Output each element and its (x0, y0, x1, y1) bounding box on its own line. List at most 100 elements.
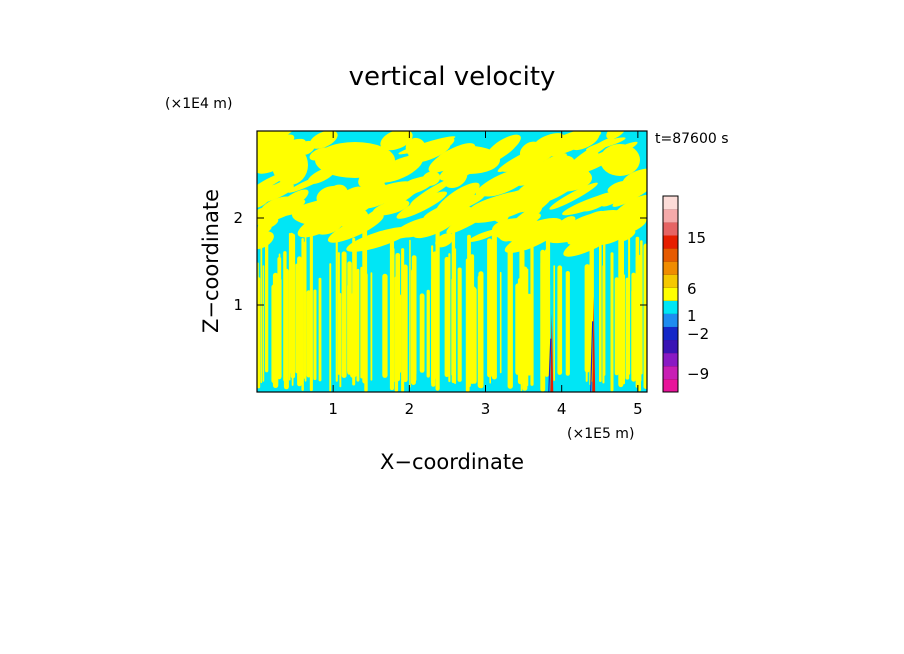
colorbar-level (663, 378, 678, 393)
plot-frame (256, 130, 648, 393)
positive-region (562, 190, 625, 216)
positive-region (600, 144, 640, 176)
positive-region (315, 142, 395, 178)
colorbar-level (663, 326, 678, 341)
positive-region (309, 131, 338, 149)
positive-region (486, 200, 510, 221)
positive-region (382, 176, 433, 205)
positive-streak (557, 265, 563, 375)
positive-streak (395, 253, 401, 382)
positive-streak (278, 253, 281, 374)
positive-streak (622, 274, 625, 385)
colorbar-level (663, 287, 678, 301)
positive-region (569, 137, 615, 167)
positive-region (570, 131, 600, 151)
colorbar-tick-label: −2 (687, 325, 709, 343)
positive-streak (519, 249, 525, 378)
positive-streak (545, 283, 551, 375)
colorbar-level (663, 196, 678, 210)
positive-region (272, 145, 308, 185)
colorbar-level (663, 209, 678, 223)
colorbar-level (663, 274, 678, 288)
positive-streak (491, 228, 497, 380)
positive-streak (584, 264, 590, 373)
positive-streak (260, 241, 263, 384)
positive-streak (339, 293, 342, 388)
positive-streak (451, 229, 456, 384)
positive-streak (515, 283, 521, 375)
positive-streak (628, 228, 631, 375)
positive-region (488, 163, 532, 188)
positive-region (372, 199, 410, 216)
positive-streak (631, 289, 636, 382)
updraft-plume (592, 296, 596, 392)
positive-region (534, 133, 564, 149)
positive-streak (565, 271, 570, 376)
positive-streak (540, 261, 545, 378)
positive-streak (635, 256, 639, 388)
positive-region (468, 229, 499, 242)
updraft-plumes (548, 296, 596, 392)
positive-region (559, 216, 576, 229)
colorbar-level (663, 222, 678, 236)
positive-streak (301, 238, 304, 391)
positive-streak (614, 277, 619, 376)
positive-streak (265, 241, 269, 373)
positive-streak (610, 252, 614, 392)
positive-region (508, 190, 533, 211)
positive-region (327, 213, 384, 243)
chart-title: vertical velocity (349, 62, 556, 92)
positive-streak (356, 268, 360, 382)
positive-streak (347, 261, 352, 375)
positive-region (410, 178, 454, 206)
colorbar-level (663, 300, 678, 314)
x-tick-label: 1 (328, 400, 338, 418)
x-axis-label: X−coordinate (380, 450, 524, 474)
positive-region (440, 146, 500, 174)
positive-region (435, 182, 480, 215)
colorbar-level (663, 313, 678, 327)
positive-region (492, 218, 548, 242)
colorbar-level (663, 235, 678, 249)
positive-streak (306, 290, 311, 378)
downdraft-edge (548, 338, 552, 392)
y-axis: 12 (233, 209, 647, 314)
positive-streak (526, 293, 532, 376)
positive-region (398, 136, 456, 155)
positive-region (587, 224, 627, 246)
y-axis-label: Z−coordinate (199, 189, 223, 333)
positive-streak (313, 289, 317, 381)
positive-streak (337, 252, 340, 375)
positive-streak (297, 256, 302, 387)
positive-region (257, 217, 279, 230)
positive-streak (499, 271, 502, 374)
colorbar-tick-label: −9 (687, 365, 709, 383)
positive-region (570, 152, 599, 171)
positive-streak (411, 268, 416, 385)
x-tick-label: 2 (405, 400, 415, 418)
positive-region (292, 203, 368, 227)
positive-region (453, 207, 478, 226)
colorbar-level (663, 261, 678, 275)
positive-streak (457, 267, 462, 382)
positive-region (257, 134, 295, 166)
positive-region (276, 189, 309, 213)
colorbar: 15 6 1−2 −9 (662, 195, 709, 393)
positive-streak (283, 268, 289, 390)
x-axis: 1 2 3 4 5 (328, 131, 643, 418)
positive-streak (271, 284, 277, 384)
positive-streak (370, 272, 373, 381)
positive-region (567, 215, 615, 245)
positive-streak (329, 263, 332, 392)
positive-streak (335, 228, 338, 382)
positive-region (257, 183, 294, 206)
downdraft-edge (590, 321, 594, 392)
time-label: t=87600 s (655, 131, 729, 147)
positive-streak (431, 278, 436, 387)
colorbar-tick-label: 15 (687, 229, 706, 247)
positive-region (625, 175, 647, 192)
positive-streak (289, 232, 294, 374)
positive-region (395, 214, 451, 238)
positive-streak (643, 243, 647, 389)
